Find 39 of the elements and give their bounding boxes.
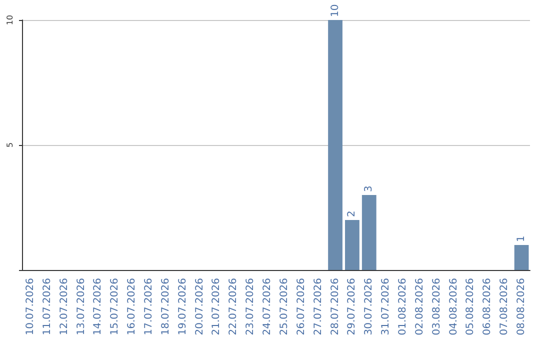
x-tick-label: 26.07.2026 — [296, 278, 307, 336]
bar — [514, 245, 529, 270]
data-label: 3 — [364, 186, 375, 192]
data-label: 10 — [330, 4, 341, 17]
bar — [345, 220, 360, 270]
x-tick-label: 21.07.2026 — [211, 278, 222, 336]
x-tick-label: 19.07.2026 — [177, 278, 188, 336]
x-tick-label: 02.08.2026 — [414, 278, 426, 336]
x-tick-label: 23.07.2026 — [245, 278, 256, 336]
x-tick-label: 14.07.2026 — [92, 278, 104, 336]
x-tick-label: 24.07.2026 — [262, 278, 274, 336]
bar — [328, 20, 342, 270]
x-tick-label: 25.07.2026 — [278, 278, 290, 336]
x-tick-label: 20.07.2026 — [194, 278, 206, 336]
x-tick-label: 04.08.2026 — [448, 278, 460, 336]
x-tick-label: 08.08.2026 — [516, 278, 528, 336]
x-tick-label: 12.07.2026 — [58, 278, 70, 336]
x-tick-label: 16.07.2026 — [126, 278, 138, 336]
x-tick-label: 22.07.2026 — [228, 278, 240, 336]
x-tick-label: 01.08.2026 — [398, 278, 408, 336]
x-tick-label: 29.07.2026 — [346, 278, 358, 336]
x-tick-label: 11.07.2026 — [42, 278, 53, 336]
data-label: 1 — [516, 236, 528, 242]
x-tick-label: 13.07.2026 — [76, 278, 87, 336]
x-tick-label: 18.07.2026 — [160, 278, 172, 336]
x-tick-label: 28.07.2026 — [330, 278, 341, 336]
x-tick-label: 30.07.2026 — [364, 278, 375, 336]
bar — [362, 195, 376, 270]
data-label: 2 — [346, 210, 358, 217]
x-tick-label: 15.07.2026 — [110, 278, 121, 336]
x-tick-label: 17.07.2026 — [144, 278, 154, 336]
x-tick-label: 03.08.2026 — [431, 278, 442, 336]
x-tick-label: 27.07.2026 — [312, 278, 324, 336]
x-tick-label: 06.08.2026 — [482, 278, 494, 336]
x-tick-label: 05.08.2026 — [465, 278, 476, 336]
x-tick-label: 10.07.2026 — [24, 278, 36, 336]
x-tick-label: 07.08.2026 — [499, 278, 510, 336]
y-tick-label: 5 — [6, 142, 14, 148]
x-tick-label: 31.07.2026 — [380, 278, 392, 336]
